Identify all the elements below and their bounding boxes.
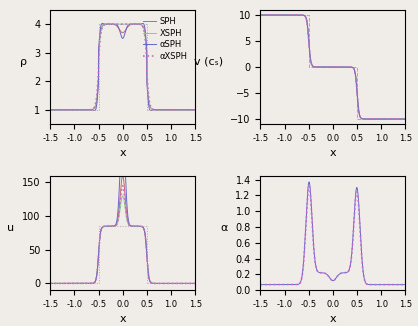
αXSPH [114, 22, 119, 26]
Y-axis label: v (cₛ): v (cₛ) [194, 57, 223, 67]
XSPH [114, 22, 119, 26]
αSPH [189, 108, 194, 112]
XSPH [189, 108, 194, 112]
XSPH [48, 108, 53, 112]
αXSPH [120, 22, 125, 26]
Y-axis label: α: α [221, 223, 228, 233]
Y-axis label: ρ: ρ [20, 57, 27, 67]
αXSPH [189, 108, 194, 112]
αSPH [118, 33, 123, 37]
XSPH [189, 108, 194, 112]
SPH [107, 22, 112, 26]
SPH [193, 108, 198, 112]
SPH [162, 108, 167, 112]
αSPH [92, 109, 97, 112]
X-axis label: x: x [120, 148, 126, 158]
αXSPH [193, 108, 198, 112]
αSPH [162, 108, 167, 112]
αXSPH [48, 108, 53, 112]
Line: αSPH: αSPH [50, 23, 195, 111]
αXSPH [55, 108, 60, 112]
αSPH [55, 108, 60, 112]
Line: SPH: SPH [50, 24, 195, 110]
SPH [55, 108, 60, 112]
XSPH [118, 22, 123, 26]
Legend: SPH, XSPH, αSPH, αXSPH: SPH, XSPH, αSPH, αXSPH [140, 14, 191, 64]
X-axis label: x: x [330, 314, 336, 324]
αSPH [193, 108, 198, 112]
αXSPH [118, 22, 123, 26]
Line: XSPH: XSPH [50, 24, 195, 110]
Y-axis label: u: u [7, 223, 14, 233]
XSPH [162, 108, 167, 112]
αSPH [189, 108, 194, 112]
SPH [189, 108, 194, 112]
SPH [115, 24, 120, 28]
X-axis label: x: x [330, 148, 336, 158]
XSPH [120, 22, 125, 26]
XSPH [55, 108, 60, 112]
αSPH [48, 108, 53, 112]
XSPH [193, 108, 198, 112]
αSPH [115, 23, 120, 27]
SPH [189, 108, 194, 112]
αXSPH [189, 108, 194, 112]
X-axis label: x: x [120, 314, 126, 324]
αXSPH [162, 108, 167, 112]
SPH [118, 29, 123, 33]
SPH [48, 108, 53, 112]
Line: αXSPH: αXSPH [50, 24, 195, 110]
αSPH [100, 22, 105, 25]
